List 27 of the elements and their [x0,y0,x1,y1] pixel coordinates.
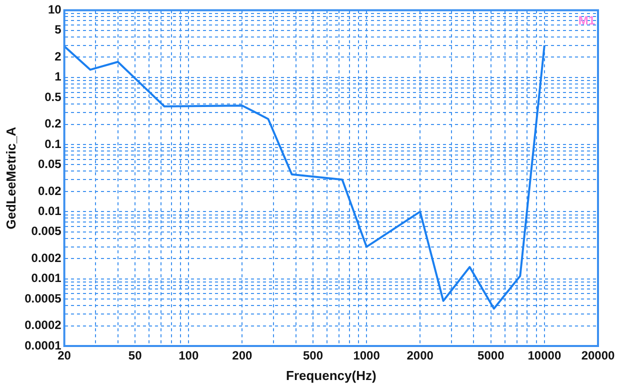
y-tick-label: 0.01 [38,204,62,218]
x-tick-label: 20000 [581,348,616,363]
x-tick-label: 200 [232,348,253,363]
y-tick-label: 2 [54,49,62,64]
y-tick-label: 0.002 [31,250,62,265]
x-tick-label: 50 [128,348,142,363]
y-tick-label: 10 [48,2,62,17]
y-tick-label: 0.2 [44,116,62,131]
y-tick-label: 0.05 [38,157,62,172]
y-tick-label: 0.02 [38,184,62,198]
x-tick-label: 100 [178,348,199,363]
y-tick-label: 0.001 [31,271,62,286]
y-axis-title: GedLeeMetric_A [3,126,18,230]
y-tick-label: 0.005 [31,224,62,238]
y-tick-label: 1 [54,70,62,84]
x-tick-label: 2000 [406,348,434,363]
y-tick-label: 5 [54,22,62,37]
y-tick-label: 0.0005 [24,291,62,306]
y-tick-label: 0.5 [44,90,62,104]
x-tick-label: 1000 [353,348,380,363]
annotation: M1 [578,14,596,28]
y-tick-label: 0.1 [44,136,62,151]
x-tick-label: 5000 [478,348,505,363]
x-tick-label: 500 [302,348,324,363]
x-tick-label: 10000 [528,348,562,363]
x-axis-title: Frequency(Hz) [286,368,376,383]
y-tick-label: 0.0002 [24,318,62,332]
